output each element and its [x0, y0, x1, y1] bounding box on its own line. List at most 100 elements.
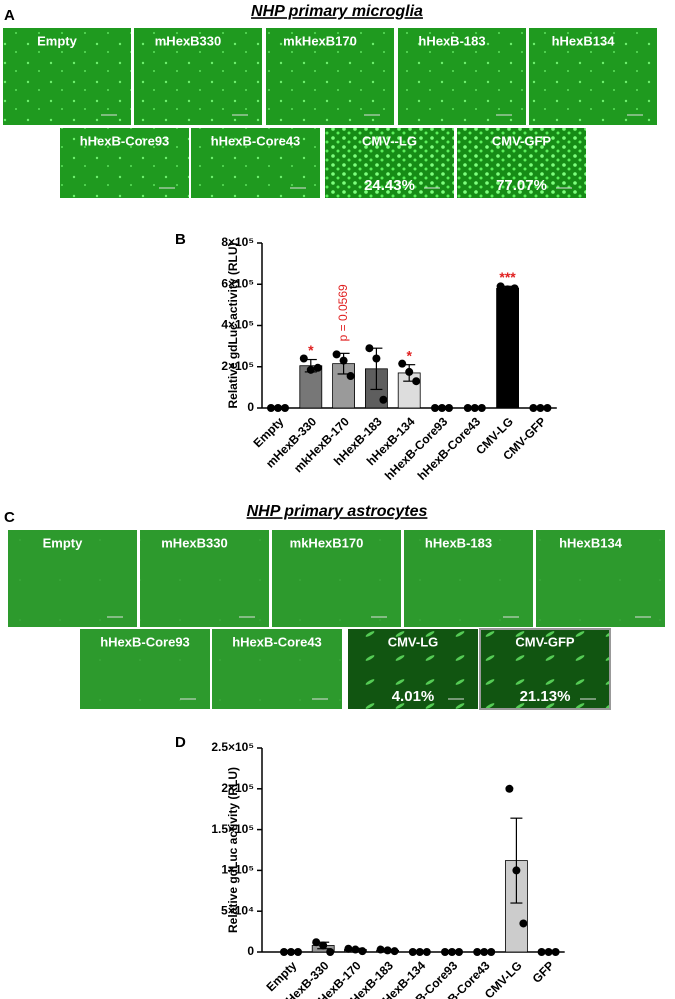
significance: * [406, 347, 412, 363]
y-tick-label: 2×10⁵ [221, 359, 254, 373]
panel-label: C [4, 509, 15, 526]
data-point [398, 359, 407, 368]
data-point [274, 404, 282, 412]
y-tick-label: 0 [247, 400, 254, 414]
data-point [358, 947, 367, 956]
micrograph [536, 530, 665, 627]
data-point [473, 948, 482, 956]
data-point [408, 948, 417, 956]
panel-label: D [175, 734, 186, 751]
data-point [306, 365, 315, 374]
data-point [422, 948, 431, 956]
micrograph [212, 629, 342, 709]
data-point [412, 377, 421, 386]
micrograph [8, 530, 137, 627]
image-label: mHexB330 [155, 33, 222, 48]
y-tick-label: 8×10⁵ [221, 235, 254, 249]
image-label: CMV-GFP [492, 133, 552, 148]
data-point [505, 784, 514, 793]
data-point [536, 404, 545, 412]
data-point [441, 948, 449, 956]
data-point [312, 938, 321, 947]
data-point [346, 372, 355, 381]
data-point [405, 367, 414, 376]
panel-title: NHP primary astrocytes [247, 503, 428, 520]
panel-label: A [4, 7, 15, 24]
image-label: mkHexB170 [283, 33, 357, 48]
data-point [372, 354, 381, 363]
x-tick-label: GFP [530, 958, 557, 985]
data-point [551, 948, 560, 956]
data-point [503, 285, 512, 294]
data-point [519, 919, 528, 928]
data-point [487, 948, 496, 956]
image-label: hHexB-Core43 [211, 133, 301, 148]
data-point [267, 404, 275, 412]
significance: * [308, 342, 314, 358]
data-point [512, 866, 521, 875]
data-point [299, 354, 308, 363]
micrograph [272, 530, 401, 627]
micrograph [529, 28, 657, 125]
data-point [287, 948, 295, 956]
data-point [463, 404, 472, 412]
significance: *** [499, 269, 516, 285]
data-point [280, 948, 288, 956]
data-point [326, 948, 335, 956]
micrograph [479, 628, 611, 710]
data-point [537, 948, 546, 956]
image-label: hHexB-183 [418, 33, 485, 48]
data-point [332, 350, 341, 359]
micrograph [140, 530, 269, 627]
image-label: Empty [43, 535, 84, 550]
data-point [445, 404, 453, 412]
data-point [543, 404, 552, 412]
y-tick-label: 2.5×10⁵ [211, 740, 254, 754]
data-point [339, 356, 348, 365]
panel-label: B [175, 231, 186, 248]
data-point [496, 282, 505, 291]
data-point [431, 404, 439, 412]
image-label: CMV--LG [362, 133, 417, 148]
error-bar [510, 817, 523, 904]
micrograph [398, 28, 526, 125]
data-point [529, 404, 538, 412]
image-label: CMV-LG [388, 634, 439, 649]
y-axis-label: Relative gdLuc activity (RLU) [226, 767, 240, 933]
micrograph [134, 28, 262, 125]
micrograph [457, 128, 586, 198]
significance: p = 0.0569 [336, 284, 350, 341]
data-point [281, 404, 289, 412]
y-tick-label: 1.5×10⁵ [211, 822, 254, 836]
image-percent: 24.43% [364, 177, 415, 194]
data-point [455, 948, 463, 956]
image-label: Empty [37, 33, 78, 48]
data-point [383, 946, 392, 955]
data-point [438, 404, 446, 412]
image-label: mHexB330 [161, 535, 228, 550]
y-axis-label: Relative gdLuc activity (RLU) [226, 242, 240, 408]
image-label: mkHexB170 [290, 535, 364, 550]
data-point [294, 948, 302, 956]
y-tick-label: 6×10⁵ [221, 276, 254, 290]
y-tick-label: 4×10⁵ [221, 318, 254, 332]
image-label: hHexB-Core93 [100, 634, 190, 649]
data-point [319, 941, 328, 950]
micrograph [80, 629, 210, 709]
bar [496, 287, 520, 409]
image-label: hHexB134 [559, 535, 623, 550]
data-point [379, 395, 388, 404]
micrograph [3, 28, 131, 125]
micrograph [191, 128, 320, 198]
data-point [470, 404, 479, 412]
data-point [544, 948, 553, 956]
image-percent: 77.07% [496, 177, 547, 194]
data-point [313, 363, 322, 372]
micrograph [325, 128, 454, 198]
data-point [390, 947, 399, 956]
micrograph [348, 629, 478, 709]
data-point [510, 284, 519, 293]
data-point [477, 404, 486, 412]
image-label: hHexB-Core43 [232, 634, 322, 649]
